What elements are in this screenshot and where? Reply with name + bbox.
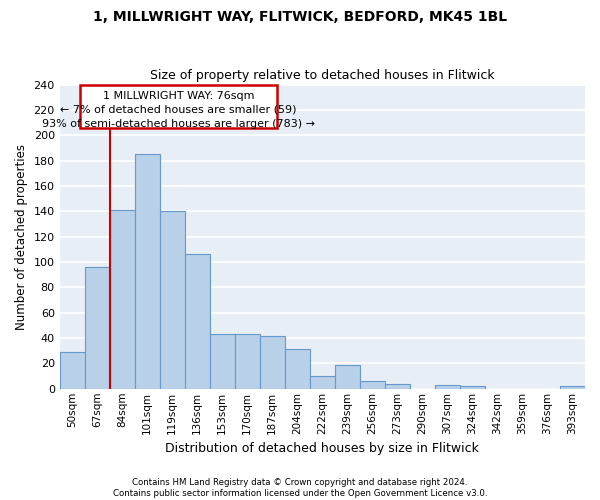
Bar (135, 154, 160, 389)
Bar (59, 352, 85, 389)
Bar (85, 267, 110, 389)
Bar (385, 384, 410, 389)
Bar (285, 350, 310, 389)
Bar (310, 376, 335, 389)
Y-axis label: Number of detached properties: Number of detached properties (15, 144, 28, 330)
Bar (235, 334, 260, 389)
Bar (560, 386, 585, 389)
Bar (260, 336, 285, 389)
Bar (185, 254, 210, 389)
Bar (460, 386, 485, 389)
Text: ← 7% of detached houses are smaller (59): ← 7% of detached houses are smaller (59) (60, 105, 297, 115)
Text: 93% of semi-detached houses are larger (783) →: 93% of semi-detached houses are larger (… (42, 119, 315, 129)
Text: Contains HM Land Registry data © Crown copyright and database right 2024.
Contai: Contains HM Land Registry data © Crown c… (113, 478, 487, 498)
Bar (210, 334, 235, 389)
X-axis label: Distribution of detached houses by size in Flitwick: Distribution of detached houses by size … (166, 442, 479, 455)
Bar (160, 212, 185, 389)
Title: Size of property relative to detached houses in Flitwick: Size of property relative to detached ho… (150, 69, 494, 82)
FancyBboxPatch shape (80, 84, 277, 128)
Bar (435, 385, 460, 389)
Bar (110, 210, 135, 389)
Bar (360, 381, 385, 389)
Text: 1, MILLWRIGHT WAY, FLITWICK, BEDFORD, MK45 1BL: 1, MILLWRIGHT WAY, FLITWICK, BEDFORD, MK… (93, 10, 507, 24)
Bar (335, 364, 360, 389)
Text: 1 MILLWRIGHT WAY: 76sqm: 1 MILLWRIGHT WAY: 76sqm (103, 91, 254, 101)
